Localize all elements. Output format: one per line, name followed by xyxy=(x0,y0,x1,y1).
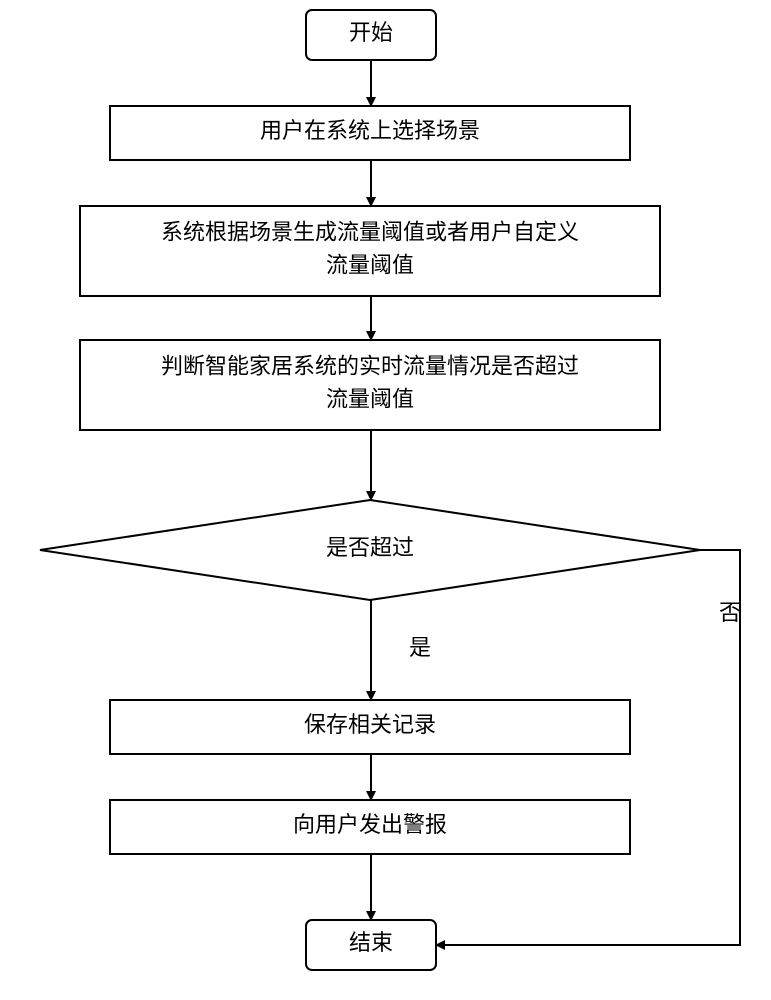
node-label-step5-0: 向用户发出警报 xyxy=(293,812,447,837)
node-step4: 保存相关记录 xyxy=(110,700,630,754)
node-label-start-0: 开始 xyxy=(349,20,393,45)
node-label-step1-0: 用户在系统上选择场景 xyxy=(260,118,480,143)
node-label-step3-1: 流量阈值 xyxy=(326,387,414,412)
node-label-step3-0: 判断智能家居系统的实时流量情况是否超过 xyxy=(161,354,579,379)
node-step5: 向用户发出警报 xyxy=(110,800,630,854)
node-label-end-0: 结束 xyxy=(349,930,393,955)
node-end: 结束 xyxy=(306,920,436,970)
node-label-dec-0: 是否超过 xyxy=(326,535,414,560)
node-step1: 用户在系统上选择场景 xyxy=(110,106,630,160)
node-label-step2-0: 系统根据场景生成流量阈值或者用户自定义 xyxy=(161,220,579,245)
node-label-step2-1: 流量阈值 xyxy=(326,253,414,278)
edge-label-dec-end: 否 xyxy=(719,600,741,625)
node-step2: 系统根据场景生成流量阈值或者用户自定义流量阈值 xyxy=(80,206,660,296)
edge-label-dec-step4: 是 xyxy=(409,635,431,660)
node-start: 开始 xyxy=(306,10,436,60)
node-dec: 是否超过 xyxy=(40,500,700,600)
node-label-step4-0: 保存相关记录 xyxy=(304,712,436,737)
node-step3: 判断智能家居系统的实时流量情况是否超过流量阈值 xyxy=(80,340,660,430)
